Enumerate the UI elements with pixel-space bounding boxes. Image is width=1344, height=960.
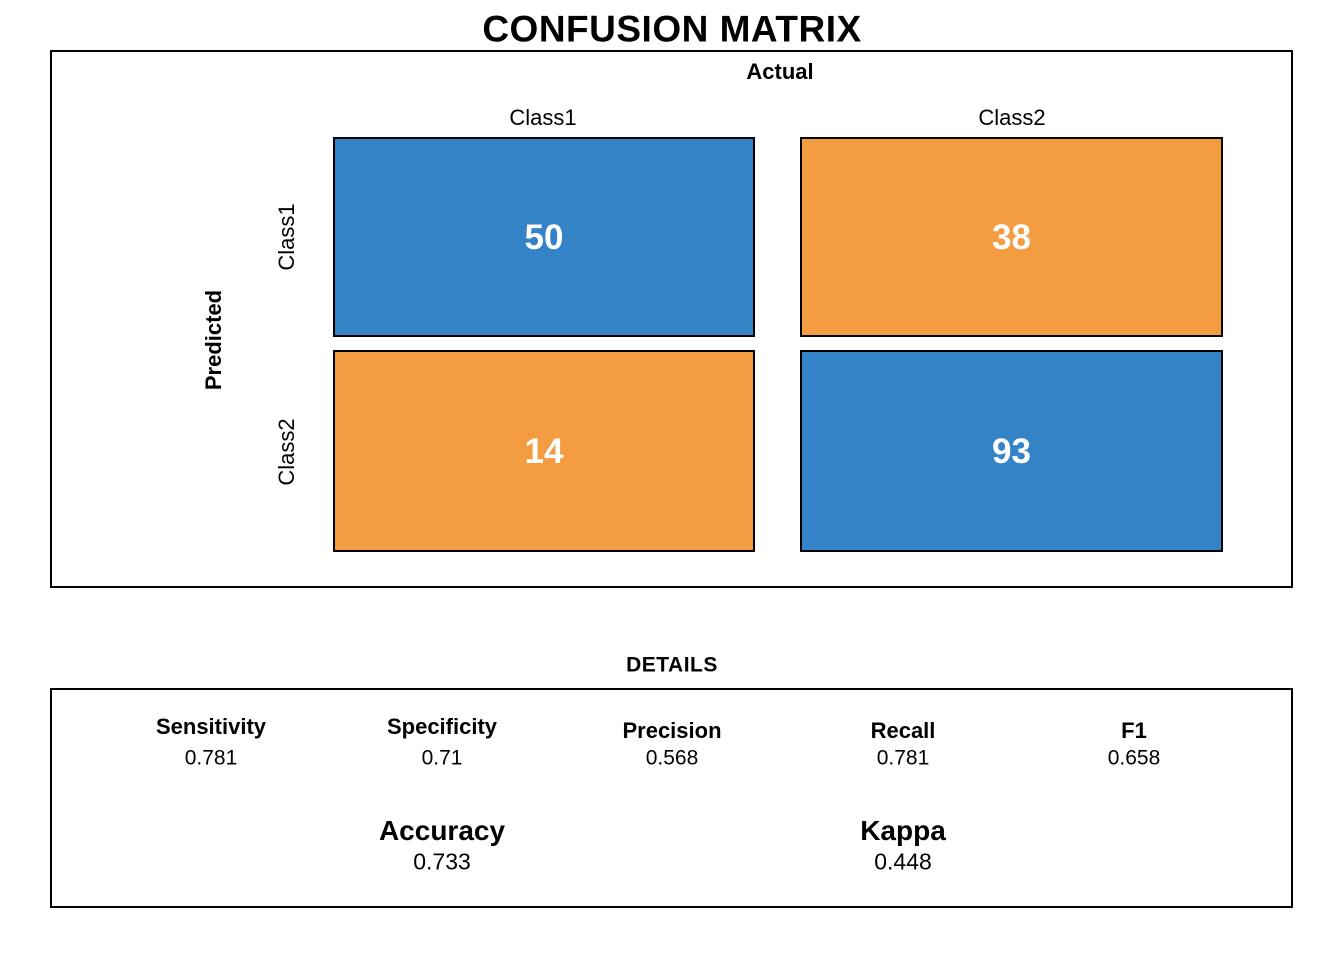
chart-title: CONFUSION MATRIX <box>482 8 862 50</box>
actual-axis-label: Actual <box>746 59 814 84</box>
metric-label-precision: Precision <box>622 718 722 743</box>
summary-label-accuracy: Accuracy <box>378 815 506 846</box>
details-panel-border <box>50 688 1293 908</box>
cell-value-fp: 38 <box>992 217 1031 257</box>
row-header-class1: Class1 <box>274 203 299 271</box>
matrix-cell-false-negative: 14 <box>333 350 755 552</box>
metric-value-recall: 0.781 <box>876 746 930 770</box>
cell-value-tn: 93 <box>992 431 1031 471</box>
metric-label-recall: Recall <box>870 718 936 743</box>
metric-label-specificity: Specificity <box>386 714 498 739</box>
cell-value-fn: 14 <box>524 431 564 471</box>
summary-value-kappa: 0.448 <box>874 848 932 875</box>
matrix-panel-border <box>50 50 1293 588</box>
matrix-cell-true-negative: 93 <box>800 350 1223 552</box>
cell-value-tp: 50 <box>524 217 564 257</box>
matrix-cell-true-positive: 50 <box>333 137 755 337</box>
summary-value-accuracy: 0.733 <box>413 848 471 875</box>
matrix-cell-false-positive: 38 <box>800 137 1223 337</box>
summary-label-kappa: Kappa <box>860 815 946 846</box>
metric-value-sensitivity: 0.781 <box>184 746 238 770</box>
metric-label-f1: F1 <box>1121 718 1147 743</box>
row-header-class2: Class2 <box>274 418 299 486</box>
details-heading: DETAILS <box>626 653 718 677</box>
column-header-class1: Class1 <box>509 105 577 130</box>
metric-label-sensitivity: Sensitivity <box>155 714 267 739</box>
metric-value-specificity: 0.71 <box>421 746 463 770</box>
predicted-axis-label: Predicted <box>201 289 226 391</box>
metric-value-f1: 0.658 <box>1107 746 1161 770</box>
column-header-class2: Class2 <box>978 105 1046 130</box>
metric-value-precision: 0.568 <box>645 746 699 770</box>
